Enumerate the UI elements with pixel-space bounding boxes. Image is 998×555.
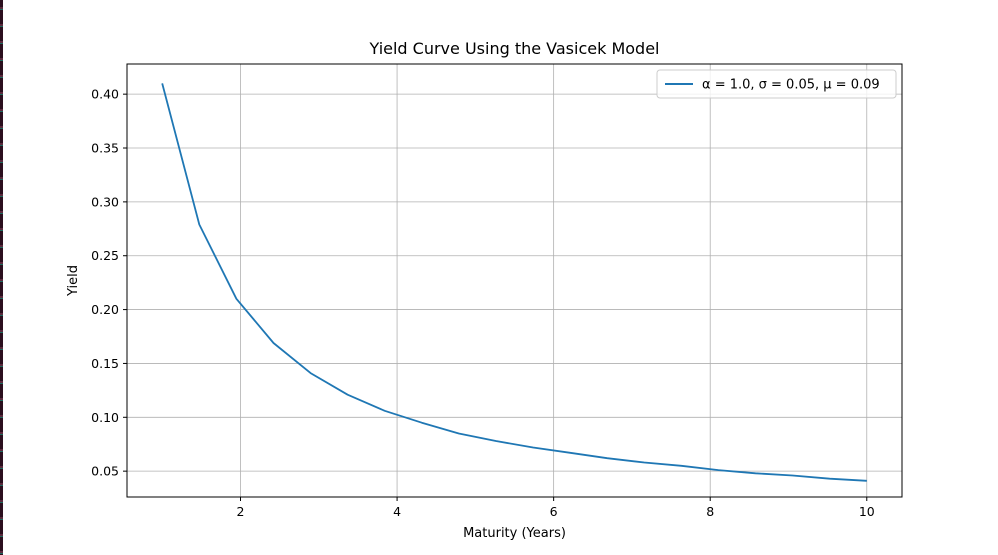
plot-frame xyxy=(126,63,903,498)
y-tick-label: 0.15 xyxy=(91,356,119,371)
x-tick-label: 8 xyxy=(706,504,714,519)
y-tick-label: 0.30 xyxy=(91,194,119,209)
y-tick-label: 0.10 xyxy=(91,410,119,425)
legend-label: α = 1.0, σ = 0.05, μ = 0.09 xyxy=(702,78,880,93)
x-tick-label: 2 xyxy=(237,504,245,519)
y-axis-label: Yield xyxy=(66,265,81,297)
y-tick-label: 0.20 xyxy=(91,302,119,317)
x-tick-label: 6 xyxy=(550,504,558,519)
series-line xyxy=(161,83,867,482)
legend: α = 1.0, σ = 0.05, μ = 0.09 xyxy=(656,69,897,99)
x-tick-label: 4 xyxy=(393,504,401,519)
y-tick-label: 0.25 xyxy=(91,248,119,263)
chart-title: Yield Curve Using the Vasicek Model xyxy=(368,39,659,58)
x-tick-label: 10 xyxy=(859,504,875,519)
window-edge-strip xyxy=(0,0,3,555)
tick-layer: 2 4 6 8 10 0.05 0.10 0.15 0.20 0.25 0.30 0.35 0.40 xyxy=(91,87,875,519)
legend-box xyxy=(656,69,897,99)
x-axis-label: Maturity (Years) xyxy=(463,526,566,541)
grid-layer xyxy=(127,64,902,497)
y-tick-label: 0.40 xyxy=(91,87,119,102)
y-tick-label: 0.05 xyxy=(91,464,119,479)
y-tick-label: 0.35 xyxy=(91,141,119,156)
series-layer xyxy=(161,83,867,482)
